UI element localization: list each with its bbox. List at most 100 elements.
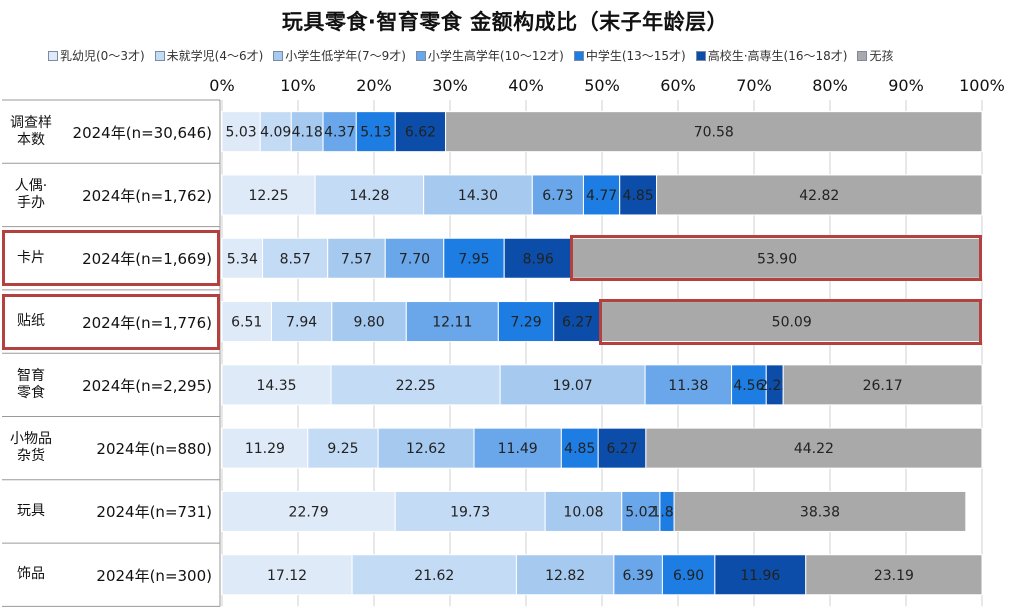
x-tick-label: 100% bbox=[959, 76, 1005, 95]
bar-segment bbox=[503, 237, 573, 279]
category-label: 玩具 bbox=[17, 502, 45, 519]
data-label: 12.82 bbox=[545, 568, 585, 584]
data-label: 4.77 bbox=[586, 188, 617, 204]
bar-segment bbox=[221, 427, 309, 469]
bar-segment bbox=[600, 301, 983, 343]
x-tick-label: 40% bbox=[508, 76, 544, 95]
bar-segment bbox=[661, 554, 716, 596]
bar-segment bbox=[515, 554, 615, 596]
bar-segment bbox=[731, 364, 767, 406]
data-label: 11.29 bbox=[245, 441, 285, 457]
sample-size-label: 2024年(n=1,669) bbox=[82, 250, 212, 269]
bar-segment bbox=[597, 427, 647, 469]
bar-segment bbox=[714, 554, 807, 596]
data-label: 17.12 bbox=[267, 568, 307, 584]
legend-swatch bbox=[273, 50, 284, 61]
data-label: 7.70 bbox=[399, 251, 430, 267]
bar-segment bbox=[394, 490, 546, 532]
data-label: 4.56 bbox=[733, 378, 764, 394]
data-label: 5.34 bbox=[227, 251, 258, 267]
data-label: 8.96 bbox=[523, 251, 554, 267]
data-label: 4.85 bbox=[564, 441, 595, 457]
data-label: 4.37 bbox=[324, 125, 355, 141]
legend-swatch bbox=[154, 50, 165, 61]
bar-segment bbox=[619, 174, 658, 216]
bar-segment bbox=[394, 111, 447, 153]
data-label: 4.85 bbox=[623, 188, 654, 204]
data-label: 11.49 bbox=[498, 441, 538, 457]
bar-segment bbox=[290, 111, 324, 153]
category-label: 调查样 本数 bbox=[10, 114, 52, 148]
sample-size-label: 2024年(n=2,295) bbox=[82, 376, 212, 395]
sample-size-label: 2024年(n=300) bbox=[96, 566, 212, 585]
bar-segment bbox=[673, 490, 967, 532]
highlight-box-segment bbox=[599, 298, 982, 345]
sample-size-label: 2024年(n=30,646) bbox=[72, 123, 212, 142]
bar-segment bbox=[259, 111, 292, 153]
legend-item: 无孩 bbox=[857, 47, 893, 64]
sample-size-label: 2024年(n=880) bbox=[96, 440, 212, 459]
data-label: 6.27 bbox=[562, 315, 593, 331]
bar-segment bbox=[445, 111, 983, 153]
bar-segment bbox=[473, 427, 562, 469]
bar-segment bbox=[443, 237, 505, 279]
sample-size-label: 2024年(n=731) bbox=[96, 503, 212, 522]
chart-title: 玩具零食·智育零食 金额构成比（末子年龄层） bbox=[281, 10, 729, 34]
bar-segment bbox=[351, 554, 517, 596]
data-label: 9.80 bbox=[353, 315, 384, 331]
bar-segment bbox=[221, 554, 353, 596]
bar-segment bbox=[582, 174, 621, 216]
bar-segment bbox=[314, 174, 425, 216]
legend-swatch bbox=[573, 50, 584, 61]
legend-item: 中学生(13～15才) bbox=[573, 47, 686, 64]
x-tick-label: 20% bbox=[356, 76, 392, 95]
sample-size-label: 2024年(n=1,776) bbox=[82, 313, 212, 332]
bar-segment bbox=[621, 490, 661, 532]
data-label: 6.39 bbox=[623, 568, 654, 584]
category-label: 人偶· 手办 bbox=[14, 177, 48, 211]
legend-swatch bbox=[48, 50, 58, 61]
legend-item: 高校生·高専生(16～18才) bbox=[695, 47, 848, 64]
bar-segment bbox=[497, 301, 555, 343]
category-label: 饰品 bbox=[17, 566, 45, 583]
legend-item: 小学生低学年(7～9才) bbox=[273, 47, 406, 64]
data-label: 7.95 bbox=[458, 251, 489, 267]
highlight-box-category bbox=[2, 230, 220, 287]
bar-segment bbox=[307, 427, 379, 469]
bar-segment bbox=[805, 554, 983, 596]
data-label: 14.30 bbox=[458, 188, 498, 204]
highlight-box-segment bbox=[570, 235, 982, 282]
data-label: 9.25 bbox=[327, 441, 358, 457]
data-label: 12.25 bbox=[249, 188, 289, 204]
bar-segment bbox=[644, 364, 733, 406]
data-label: 21.62 bbox=[414, 568, 454, 584]
legend-label: 高校生·高専生(16～18才) bbox=[707, 49, 848, 63]
data-label: 5.02 bbox=[625, 504, 656, 520]
data-label: 44.22 bbox=[794, 441, 834, 457]
x-tick-label: 0% bbox=[209, 76, 234, 95]
data-label: 22.79 bbox=[289, 504, 329, 520]
legend: 乳幼児(0～3才) 未就学児(4～6才) 小学生低学年(7～9才) 小学生高学年(10… bbox=[48, 47, 1008, 64]
bar-segment bbox=[270, 301, 333, 343]
legend-swatch bbox=[695, 50, 706, 61]
x-tick-label: 90% bbox=[888, 76, 924, 95]
data-label: 11.96 bbox=[740, 568, 780, 584]
category-label: 贴纸 bbox=[17, 313, 45, 330]
bar-segment bbox=[355, 111, 396, 153]
data-label: 26.17 bbox=[863, 378, 903, 394]
data-label: 2.23 bbox=[759, 378, 790, 394]
bar-segment bbox=[384, 237, 445, 279]
data-label: 6.90 bbox=[673, 568, 704, 584]
category-label: 卡片 bbox=[17, 249, 45, 266]
data-label: 6.27 bbox=[606, 441, 637, 457]
data-label: 22.25 bbox=[396, 378, 436, 394]
data-label: 50.09 bbox=[772, 315, 812, 331]
bar-segment bbox=[782, 364, 983, 406]
data-label: 5.13 bbox=[360, 125, 391, 141]
bar-segment bbox=[322, 111, 357, 153]
data-label: 12.62 bbox=[406, 441, 446, 457]
legend-swatch bbox=[857, 50, 868, 61]
data-label: 14.35 bbox=[256, 378, 296, 394]
bar-segment bbox=[331, 301, 407, 343]
